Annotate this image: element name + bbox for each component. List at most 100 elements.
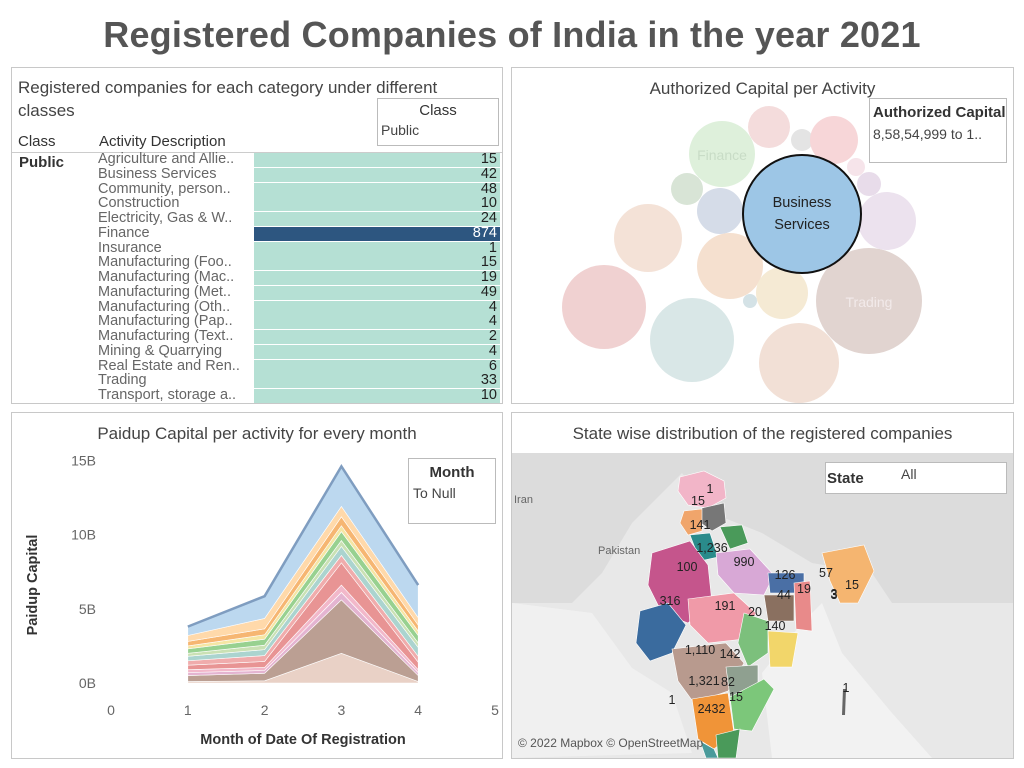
x-tick-label: 2 <box>261 702 269 718</box>
state-kerala[interactable] <box>699 740 719 758</box>
bar[interactable] <box>254 256 500 271</box>
bar-value: 1 <box>488 239 497 256</box>
bar-label: Manufacturing (Foo.. <box>98 255 232 271</box>
sea-area <box>512 603 692 758</box>
y-tick-label: 15B <box>71 452 96 468</box>
bubble[interactable] <box>562 265 646 349</box>
area-top-line <box>187 463 420 628</box>
state-value-label: 20 <box>748 605 762 619</box>
bubble[interactable] <box>810 116 858 164</box>
state-northeast[interactable] <box>821 544 875 604</box>
bubble[interactable] <box>791 129 813 151</box>
y-tick-label: 0B <box>79 675 96 691</box>
state-value-label: 3 <box>831 587 838 601</box>
state-value-label: 1 <box>843 681 850 695</box>
bar[interactable] <box>254 226 500 241</box>
state-uttarakhand[interactable] <box>719 524 749 550</box>
bubble[interactable] <box>756 267 808 319</box>
bar[interactable] <box>254 271 500 285</box>
map-attribution: © 2022 Mapbox © OpenStreetMap <box>518 736 704 750</box>
page-title: Registered Companies of India in the yea… <box>103 14 921 55</box>
bubble[interactable] <box>689 121 755 187</box>
state-tamil-nadu[interactable] <box>715 728 741 758</box>
state-value-label: 15 <box>845 578 859 592</box>
bar[interactable] <box>254 197 500 212</box>
bar[interactable] <box>254 330 500 344</box>
bar[interactable] <box>254 212 500 226</box>
state-value-label: 140 <box>765 619 786 633</box>
bubble[interactable] <box>816 248 922 354</box>
y-tick-label: 5B <box>79 601 96 617</box>
bubble[interactable] <box>759 323 839 403</box>
state-value-label: 126 <box>775 568 796 582</box>
bubble[interactable] <box>671 173 703 205</box>
bar-value: 2 <box>488 328 497 344</box>
bar[interactable] <box>254 389 500 403</box>
place-label-iran: Iran <box>514 494 533 506</box>
state-value-label: 3 <box>831 588 838 602</box>
authorized-capital-filter[interactable]: Authorized Capital 8,58,54,999 to 1.. <box>869 98 1007 163</box>
state-value-label: 243 <box>698 702 719 716</box>
bubble[interactable] <box>748 106 790 148</box>
bar-label: Insurance <box>98 240 162 256</box>
bar[interactable] <box>254 241 500 256</box>
bar[interactable] <box>254 182 500 197</box>
month-filter[interactable]: Month To Null <box>408 458 496 524</box>
class-filter[interactable]: Class Public <box>377 98 499 146</box>
bubble-business-services[interactable] <box>742 154 862 274</box>
area-chart: 0B 5B 10B 15B 0 1 2 3 4 5 Month of Date Of Registr… <box>25 452 499 748</box>
area-panel-title: Paidup Capital per activity for every mo… <box>97 424 417 443</box>
state-jharkhand[interactable] <box>763 594 795 622</box>
bar-label: Construction <box>98 196 180 212</box>
bar[interactable] <box>254 167 500 182</box>
state-value-label: 19 <box>797 582 811 596</box>
bar[interactable] <box>254 344 500 359</box>
bar-value: 10 <box>480 195 497 212</box>
state-odisha[interactable] <box>767 630 799 668</box>
state-chhattisgarh[interactable] <box>737 612 769 668</box>
bubble[interactable] <box>858 192 916 250</box>
bar-label: Community, person.. <box>98 181 231 197</box>
state-maharashtra[interactable] <box>671 642 745 704</box>
bubble[interactable] <box>847 158 865 176</box>
bar-value: 24 <box>480 210 497 226</box>
bar-value: 6 <box>488 357 497 374</box>
bubble[interactable] <box>697 188 743 234</box>
state-filter[interactable]: State All <box>825 462 1007 494</box>
state-filter-label: State <box>827 470 864 487</box>
state-value-label: 1 <box>707 482 714 496</box>
state-value-label: 141 <box>690 518 711 532</box>
bar-value: 19 <box>480 269 497 285</box>
area-panel: Paidup Capital per activity for every mo… <box>11 412 503 759</box>
state-value-label: 990 <box>734 555 755 569</box>
state-andhra[interactable] <box>729 678 775 732</box>
state-west-bengal[interactable] <box>793 580 813 632</box>
state-gujarat[interactable] <box>635 602 687 662</box>
bubble[interactable] <box>697 233 763 299</box>
bubble[interactable] <box>650 298 734 382</box>
bubble-panel: Authorized Capital per Activity Finance … <box>511 67 1014 404</box>
bar[interactable] <box>254 300 500 315</box>
class-value: Public <box>19 154 65 171</box>
bar[interactable] <box>254 315 500 330</box>
bar-value: 10 <box>480 387 497 403</box>
x-axis-label: Month of Date Of Registration <box>200 732 405 748</box>
state-andaman[interactable] <box>842 689 846 715</box>
bar-value: 4 <box>488 342 497 359</box>
bubble[interactable] <box>614 204 682 272</box>
bar[interactable] <box>254 359 500 374</box>
bubble[interactable] <box>857 172 881 196</box>
bar[interactable] <box>254 285 500 300</box>
y-axis-label: Paidup Capital <box>25 535 41 636</box>
state-value-label: 2 <box>719 702 726 716</box>
bar-label: Trading <box>98 373 147 389</box>
bar[interactable] <box>254 153 500 167</box>
state-jammu-kashmir[interactable] <box>677 470 727 509</box>
bar-value: 4 <box>488 313 497 330</box>
x-tick-label: 1 <box>184 702 192 718</box>
state-punjab[interactable] <box>679 508 703 536</box>
bar[interactable] <box>254 374 500 389</box>
bar-value: 874 <box>472 224 497 241</box>
bubble[interactable] <box>743 294 757 308</box>
